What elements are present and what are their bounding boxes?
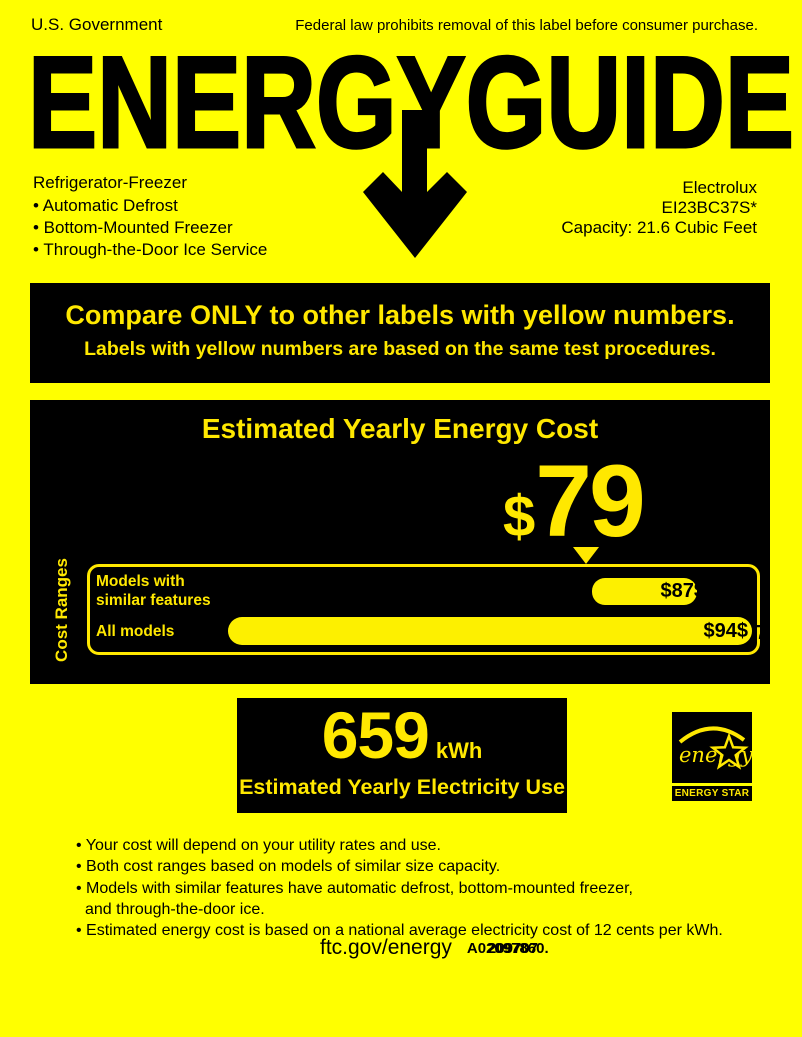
federal-law-notice: Federal law prohibits removal of this la…	[295, 17, 758, 34]
cost-ranges-axis-label: Cost Ranges	[52, 558, 71, 662]
similar-models-label: Models with similar features	[96, 573, 211, 609]
compare-subline: Labels with yellow numbers are based on …	[84, 338, 716, 360]
energy-star-emblem: energy	[672, 712, 754, 783]
label-part-number: A02097860. 209707	[467, 940, 549, 957]
cost-amount: 79	[535, 444, 645, 558]
energyguide-wordmark: ENERGYGUIDE	[28, 50, 794, 160]
feature-item: • Through-the-Door Ice Service	[33, 240, 268, 259]
electricity-use-caption: Estimated Yearly Electricity Use	[239, 775, 565, 799]
footer-row: ftc.gov/energy A02097860. 209707	[320, 936, 549, 960]
energy-star-caption: ENERGY STAR	[672, 786, 752, 801]
ftc-url-text: ftc.gov/energy	[320, 936, 452, 959]
all-models-label: All models	[96, 623, 175, 640]
brand-name: Electrolux	[682, 178, 757, 197]
down-arrow-icon	[363, 110, 467, 258]
yearly-cost-panel: Estimated Yearly Energy Cost $ 79 Cost R…	[30, 400, 770, 684]
product-category: Refrigerator-Freezer	[33, 173, 187, 192]
feature-item: • Automatic Defrost	[33, 196, 178, 215]
part-number-layer-b: 209707	[487, 940, 538, 957]
all-models-range-value: $94$	[703, 620, 749, 642]
footnote-line: • Your cost will depend on your utility …	[76, 837, 441, 854]
electricity-use-panel: 659 kWh Estimated Yearly Electricity Use	[237, 698, 567, 813]
kwh-unit: kWh	[435, 738, 483, 763]
currency-symbol: $	[503, 484, 536, 549]
model-number: EI23BC37S*	[661, 198, 757, 217]
capacity-text: Capacity: 21.6 Cubic Feet	[561, 218, 757, 237]
star-icon	[709, 732, 749, 770]
footnote-line: and through-the-door ice.	[85, 900, 265, 918]
footnotes-block: • Your cost will depend on your utility …	[76, 835, 723, 941]
cost-marker-triangle-icon	[573, 547, 599, 564]
part-number-layer-a: A02097860.	[466, 940, 549, 957]
footnote-line: • Models with similar features have auto…	[76, 879, 633, 897]
feature-item: • Bottom-Mounted Freezer	[33, 218, 233, 237]
energy-star-logo: energy ENERGY STAR	[672, 712, 754, 801]
cost-panel-title: Estimated Yearly Energy Cost	[201, 413, 599, 444]
similar-models-range-value: $87$	[660, 580, 706, 602]
us-government-text: U.S. Government	[31, 15, 163, 34]
kwh-value: 659	[321, 698, 430, 772]
compare-headline: Compare ONLY to other labels with yellow…	[65, 300, 735, 330]
energy-star-emblem-art: energy	[678, 726, 754, 770]
footnote-line: • Both cost ranges based on models of si…	[76, 858, 501, 876]
product-features-block: Refrigerator-Freezer • Automatic Defrost…	[33, 172, 267, 261]
overprinted-digit: 7	[756, 622, 768, 644]
compare-banner: Compare ONLY to other labels with yellow…	[30, 283, 770, 383]
estimated-cost-value: $ 79	[503, 444, 646, 558]
energyguide-wordmark-text: ENERGYGUIDE	[28, 50, 794, 160]
electricity-use-value-row: 659 kWh	[322, 702, 483, 768]
similar-models-range-bar: $87$	[592, 578, 705, 605]
all-models-range-bar: $94$	[228, 617, 752, 645]
footnote-line: • Estimated energy cost is based on a na…	[76, 922, 723, 940]
cost-ranges-frame	[87, 564, 760, 655]
product-identity-block: Electrolux EI23BC37S* Capacity: 21.6 Cub…	[561, 178, 757, 238]
